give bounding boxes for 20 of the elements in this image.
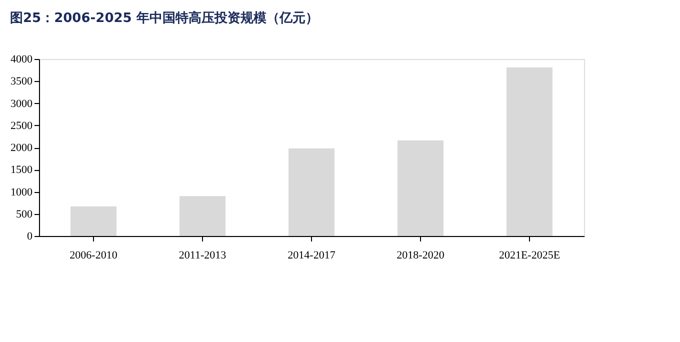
x-tick-label: 2018-2020 [396, 250, 445, 262]
bar [398, 140, 444, 236]
y-tick-label: 3500 [10, 76, 33, 88]
y-tick-label: 2000 [10, 142, 33, 154]
bar [70, 206, 116, 236]
y-tick-label: 1000 [10, 186, 33, 198]
y-tick-label: 500 [16, 208, 33, 220]
x-tick-label: 2021E-2025E [498, 250, 560, 262]
y-tick-label: 0 [27, 230, 33, 242]
x-tick-label: 2006-2010 [70, 250, 118, 262]
x-tick-label: 2014-2017 [288, 250, 336, 262]
y-tick-label: 4000 [10, 54, 33, 66]
y-tick-label: 1500 [10, 164, 33, 176]
bar [506, 67, 552, 236]
bar [180, 196, 226, 236]
y-tick-label: 3000 [10, 98, 33, 110]
y-tick-label: 2500 [10, 120, 33, 132]
chart-title: 图25：2006-2025 年中国特高压投资规模（亿元） [10, 10, 318, 26]
x-tick-label: 2011-2013 [178, 250, 227, 262]
bar [288, 148, 334, 236]
